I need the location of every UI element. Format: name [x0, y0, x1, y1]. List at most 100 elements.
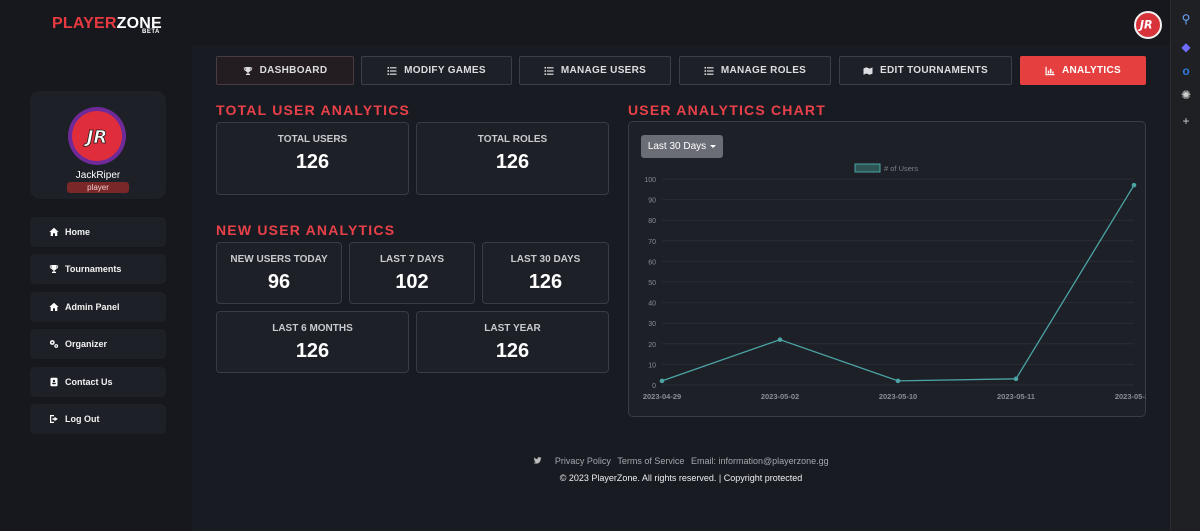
- tab-dashboard[interactable]: DASHBOARD: [216, 56, 354, 85]
- logout-icon: [48, 413, 60, 425]
- card-label: LAST YEAR: [484, 323, 541, 334]
- card-label: LAST 6 MONTHS: [272, 323, 353, 334]
- sidebar-item-tournaments[interactable]: Tournaments: [30, 254, 166, 284]
- card-label: NEW USERS TODAY: [230, 254, 328, 265]
- sidebar-item-log-out[interactable]: Log Out: [30, 404, 166, 434]
- privacy-policy-link[interactable]: Privacy Policy: [554, 456, 611, 466]
- home-icon: [48, 301, 60, 313]
- x-tick-label: 2023-05-10: [879, 392, 917, 401]
- brand-logo[interactable]: PLAYERZONE BETA: [52, 15, 162, 35]
- data-point[interactable]: [1013, 376, 1019, 382]
- last-7-days-card: LAST 7 DAYS 102: [349, 242, 475, 304]
- last-year-card: LAST YEAR 126: [416, 311, 609, 373]
- svg-text:JR: JR: [1138, 18, 1153, 31]
- y-tick-label: 40: [648, 301, 656, 308]
- tab-manage-users[interactable]: MANAGE USERS: [519, 56, 671, 85]
- sidebar-item-contact-us[interactable]: Contact Us: [30, 367, 166, 397]
- tab-label: DASHBOARD: [259, 65, 328, 76]
- list-icon: [704, 66, 714, 76]
- gears-icon: [48, 338, 60, 350]
- twitter-icon[interactable]: [533, 456, 548, 466]
- copilot-icon[interactable]: ◆: [1181, 40, 1191, 54]
- footer-links: Privacy Policy Terms of Service Email: i…: [0, 456, 1170, 466]
- x-tick-label: 2023-05-12: [1115, 392, 1146, 401]
- card-value: 126: [295, 151, 330, 173]
- card-value: 126: [295, 340, 330, 362]
- card-label: LAST 30 DAYS: [510, 254, 581, 265]
- sidebar-item-label: Log Out: [65, 414, 100, 424]
- sidebar-item-label: Admin Panel: [65, 302, 120, 312]
- sidebar-item-admin-panel[interactable]: Admin Panel: [30, 292, 166, 322]
- x-tick-label: 2023-05-11: [997, 392, 1035, 401]
- search-icon[interactable]: ⚲: [1181, 12, 1191, 26]
- range-dropdown[interactable]: Last 30 Days: [641, 135, 723, 158]
- user-analytics-line-chart: 0 10 20 30 40 50 60 70 80 90 100 2023-04-29 2023-05-…: [643, 163, 1146, 401]
- add-icon[interactable]: +: [1182, 114, 1190, 128]
- tab-label: MANAGE ROLES: [720, 65, 807, 76]
- data-point[interactable]: [659, 378, 665, 384]
- card-value: 126: [495, 151, 530, 173]
- y-tick-label: 60: [648, 259, 656, 266]
- card-value: 126: [495, 340, 530, 362]
- legend-swatch: [854, 163, 881, 173]
- caret-down-icon: [710, 145, 717, 148]
- sidebar: JR JackRiper player Home Tournaments Adm…: [0, 45, 192, 531]
- profile-name: JackRiper: [75, 170, 121, 181]
- list-icon: [387, 66, 397, 76]
- card-value: 102: [395, 271, 429, 293]
- tab-modify-games[interactable]: MODIFY GAMES: [361, 56, 512, 85]
- profile-avatar-icon[interactable]: JR: [68, 107, 126, 165]
- series-line: [661, 184, 1135, 382]
- openai-icon[interactable]: ✺: [1180, 88, 1192, 102]
- beta-badge: BETA: [142, 29, 160, 35]
- last-30-days-card: LAST 30 DAYS 126: [482, 242, 609, 304]
- card-label: TOTAL USERS: [277, 134, 348, 145]
- brand-part2: ZONE: [116, 15, 162, 32]
- sidebar-item-home[interactable]: Home: [30, 217, 166, 247]
- x-tick-label: 2023-04-29: [643, 392, 681, 401]
- sidebar-item-organizer[interactable]: Organizer: [30, 329, 166, 359]
- profile-role-badge: player: [67, 182, 129, 193]
- map-icon: [863, 66, 873, 76]
- new-users-today-card: NEW USERS TODAY 96: [216, 242, 342, 304]
- sidebar-item-label: Home: [65, 227, 91, 237]
- outlook-icon[interactable]: o: [1182, 64, 1190, 78]
- data-point[interactable]: [895, 378, 901, 384]
- chart-panel: [628, 121, 1146, 417]
- copyright-text: © 2023 PlayerZone. All rights reserved. …: [559, 473, 803, 483]
- total-users-card: TOTAL USERS 126: [216, 122, 409, 195]
- contact-email-link[interactable]: Email: information@playerzone.gg: [690, 456, 829, 466]
- data-point[interactable]: [777, 337, 783, 342]
- home-icon: [48, 226, 60, 238]
- trophy-icon: [243, 66, 253, 76]
- y-tick-label: 10: [648, 362, 656, 369]
- y-tick-label: 100: [644, 177, 656, 184]
- tab-label: EDIT TOURNAMENTS: [880, 65, 988, 76]
- data-point[interactable]: [1131, 182, 1137, 188]
- sidebar-item-label: Organizer: [65, 339, 108, 349]
- list-icon: [544, 66, 554, 76]
- tab-label: ANALYTICS: [1061, 65, 1121, 76]
- card-label: LAST 7 DAYS: [379, 254, 445, 265]
- user-avatar-icon[interactable]: JR: [1134, 11, 1162, 39]
- tab-label: MANAGE USERS: [560, 65, 647, 76]
- y-tick-label: 20: [648, 342, 656, 349]
- total-analytics-title: TOTAL USER ANALYTICS: [216, 102, 411, 118]
- y-tick-label: 0: [652, 383, 656, 390]
- last-6-months-card: LAST 6 MONTHS 126: [216, 311, 409, 373]
- y-tick-label: 50: [648, 280, 656, 287]
- range-dropdown-label: Last 30 Days: [647, 141, 707, 152]
- chart-icon: [1045, 66, 1055, 76]
- card-value: 126: [528, 271, 563, 293]
- contact-book-icon: [48, 376, 60, 388]
- terms-of-service-link[interactable]: Terms of Service: [617, 456, 685, 466]
- legend-label[interactable]: # of Users: [884, 164, 918, 173]
- svg-text:JR: JR: [84, 127, 108, 148]
- tab-analytics[interactable]: ANALYTICS: [1020, 56, 1146, 85]
- y-tick-label: 90: [648, 198, 656, 205]
- tab-label: MODIFY GAMES: [404, 65, 486, 76]
- total-roles-card: TOTAL ROLES 126: [416, 122, 609, 195]
- card-label: TOTAL ROLES: [477, 134, 548, 145]
- tab-edit-tournaments[interactable]: EDIT TOURNAMENTS: [839, 56, 1012, 85]
- tab-manage-roles[interactable]: MANAGE ROLES: [679, 56, 831, 85]
